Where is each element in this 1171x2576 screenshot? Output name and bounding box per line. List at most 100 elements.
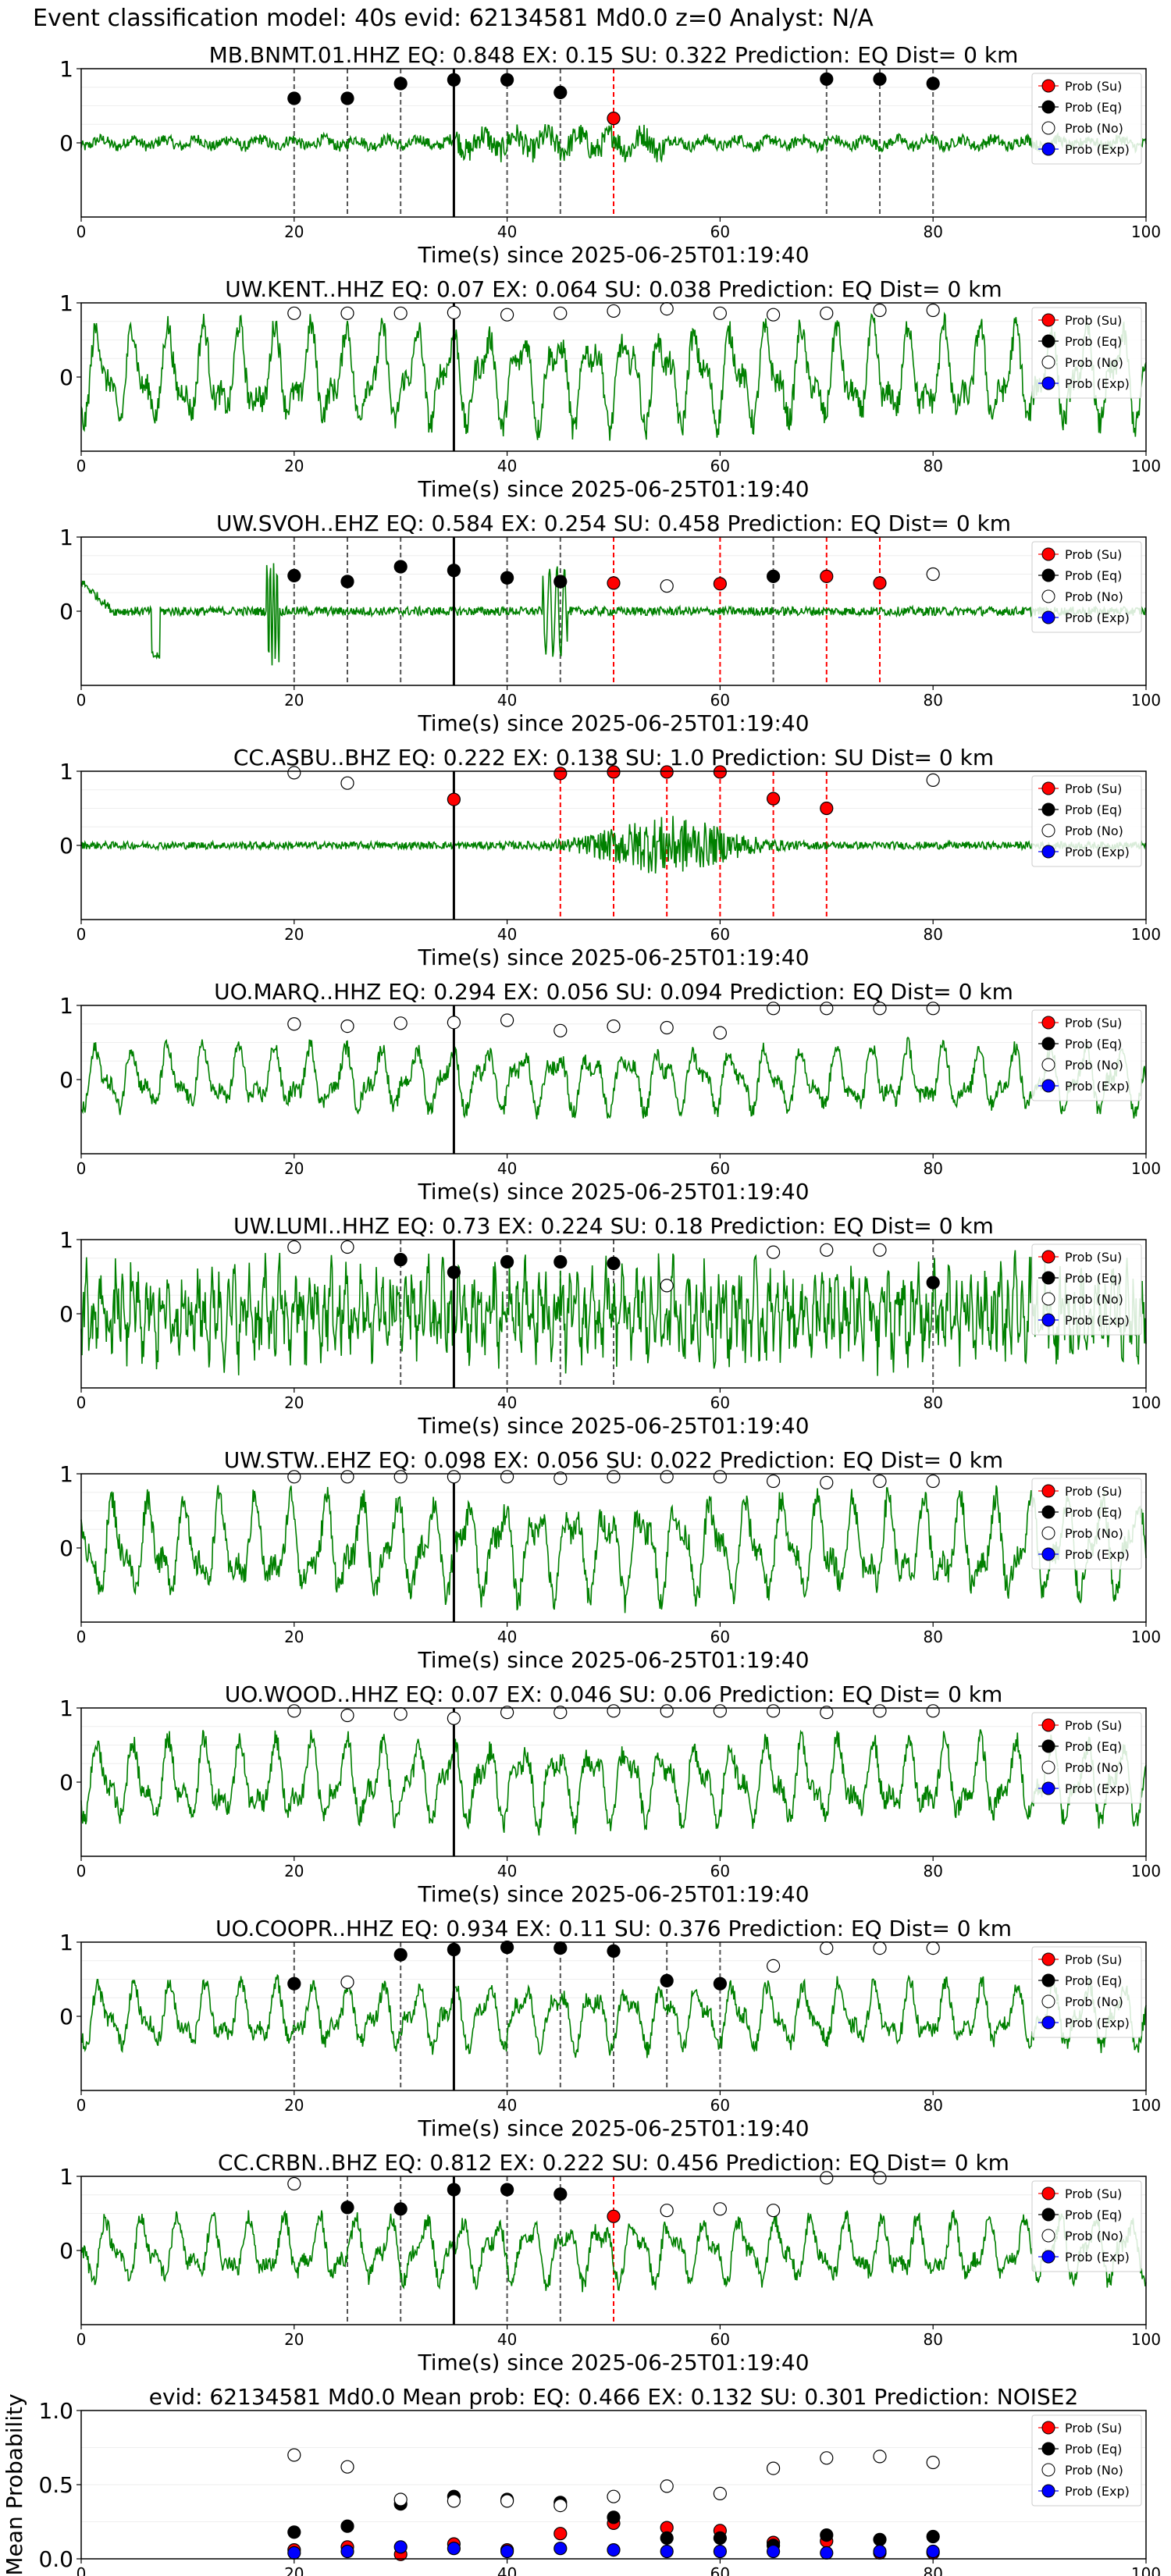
legend-marker xyxy=(1041,142,1055,156)
panel-1: UW.KENT..HHZ EQ: 0.07 EX: 0.064 SU: 0.03… xyxy=(59,276,1161,502)
prob-marker-no xyxy=(820,1941,834,1955)
x-tick-label: 80 xyxy=(923,457,942,475)
prob-marker-no xyxy=(287,1704,301,1718)
panel-2: UW.SVOH..EHZ EQ: 0.584 EX: 0.254 SU: 0.4… xyxy=(59,511,1161,736)
mean-marker-exp xyxy=(287,2546,301,2560)
legend-label: Prob (No) xyxy=(1065,1058,1123,1073)
waveform-trace xyxy=(80,816,1147,873)
x-tick-label: 40 xyxy=(497,2330,517,2349)
mean-marker-eq xyxy=(926,2529,940,2544)
prob-marker-no xyxy=(873,1243,887,1257)
x-tick-label: 100 xyxy=(1131,1862,1161,1880)
panel-4: UO.MARQ..HHZ EQ: 0.294 EX: 0.056 SU: 0.0… xyxy=(59,979,1161,1204)
prob-marker-eq xyxy=(500,571,514,585)
panel-5: UW.LUMI..HHZ EQ: 0.73 EX: 0.224 SU: 0.18… xyxy=(59,1213,1161,1439)
panel-7: UO.WOOD..HHZ EQ: 0.07 EX: 0.046 SU: 0.06… xyxy=(59,1681,1161,1907)
y-tick-label: 0.5 xyxy=(38,2472,73,2498)
mean-marker-eq xyxy=(287,2525,301,2539)
prob-marker-eq xyxy=(340,91,354,105)
legend-label: Prob (No) xyxy=(1065,2229,1123,2243)
panel-title: CC.CRBN..BHZ EQ: 0.812 EX: 0.222 SU: 0.4… xyxy=(218,2150,1009,2176)
mean-marker-no xyxy=(873,2450,887,2464)
prob-marker-eq xyxy=(287,568,301,583)
x-tick-label: 0 xyxy=(77,2330,87,2349)
prob-marker-su xyxy=(607,2209,621,2223)
legend-marker xyxy=(1041,2250,1055,2264)
legend-box xyxy=(1031,1244,1142,1336)
mean-marker-exp xyxy=(340,2544,354,2559)
legend-marker xyxy=(1041,1079,1055,1093)
legend-box xyxy=(1031,541,1142,633)
legend-label: Prob (No) xyxy=(1065,1526,1123,1541)
prob-marker-no xyxy=(713,1704,728,1718)
x-tick-label: 20 xyxy=(284,925,304,944)
prob-marker-no xyxy=(766,1002,781,1016)
panel-0: MB.BNMT.01.HHZ EQ: 0.848 EX: 0.15 SU: 0.… xyxy=(59,42,1161,268)
prob-marker-no xyxy=(553,1471,568,1485)
legend-label: Prob (Eq) xyxy=(1065,1505,1122,1520)
legend-marker xyxy=(1041,100,1055,114)
mean-marker-exp xyxy=(926,2544,940,2559)
prob-marker-no xyxy=(926,1704,940,1718)
prob-marker-no xyxy=(287,306,301,320)
y-tick-label: 0 xyxy=(59,1770,73,1795)
prob-marker-no xyxy=(340,306,354,320)
mean-marker-no xyxy=(340,2460,354,2474)
y-tick-label: 1 xyxy=(59,993,73,1019)
x-tick-label: 100 xyxy=(1131,1628,1161,1646)
x-tick-label: 60 xyxy=(710,2330,730,2349)
legend-label: Prob (No) xyxy=(1065,2463,1123,2478)
legend-label: Prob (Su) xyxy=(1065,1250,1122,1265)
prob-marker-eq xyxy=(500,2183,514,2197)
x-tick-label: 20 xyxy=(284,457,304,475)
legend-marker xyxy=(1041,547,1055,561)
waveform-trace xyxy=(80,1729,1147,1836)
legend-marker xyxy=(1041,2229,1055,2243)
prob-marker-su xyxy=(607,112,621,126)
y-tick-label: 0 xyxy=(59,1067,73,1093)
legend-label: Prob (Eq) xyxy=(1065,802,1122,817)
mean-marker-exp xyxy=(713,2544,728,2559)
mean-marker-eq xyxy=(820,2528,834,2542)
legend-box xyxy=(1031,1946,1142,2038)
prob-marker-eq xyxy=(447,1265,461,1279)
panel-9: CC.CRBN..BHZ EQ: 0.812 EX: 0.222 SU: 0.4… xyxy=(59,2150,1161,2375)
legend-label: Prob (Su) xyxy=(1065,1952,1122,1967)
x-tick-label: 60 xyxy=(710,925,730,944)
x-tick-label: 40 xyxy=(497,1393,517,1412)
prob-marker-no xyxy=(820,306,834,320)
legend-box xyxy=(1031,775,1142,867)
prob-marker-no xyxy=(820,1002,834,1016)
x-tick-label: 20 xyxy=(284,222,304,241)
axes-frame xyxy=(80,1473,1147,1623)
x-tick-label: 20 xyxy=(284,1159,304,1178)
x-tick-label: 60 xyxy=(710,222,730,241)
prob-marker-eq xyxy=(393,1253,408,1267)
prob-marker-no xyxy=(926,303,940,318)
prob-marker-eq xyxy=(553,85,568,100)
legend-marker xyxy=(1041,568,1055,582)
prob-marker-no xyxy=(660,1279,674,1293)
legend-marker xyxy=(1041,781,1055,795)
legend-box xyxy=(1031,307,1142,399)
prob-marker-no xyxy=(926,567,940,582)
x-tick-label: 20 xyxy=(284,2564,304,2576)
legend-label: Prob (Su) xyxy=(1065,1718,1122,1733)
waveform-trace xyxy=(80,311,1147,441)
x-tick-label: 80 xyxy=(923,1159,942,1178)
prob-marker-eq xyxy=(447,564,461,578)
mean-marker-eq xyxy=(660,2531,674,2545)
x-tick-label: 0 xyxy=(77,1862,87,1880)
prob-marker-no xyxy=(926,1002,940,1016)
legend-label: Prob (No) xyxy=(1065,121,1123,136)
x-tick-label: 40 xyxy=(497,1159,517,1178)
mean-marker-no xyxy=(820,2451,834,2465)
legend-marker xyxy=(1041,2421,1055,2435)
mean-marker-no xyxy=(553,2499,568,2513)
x-tick-label: 60 xyxy=(710,1159,730,1178)
y-tick-label: 1 xyxy=(59,759,73,785)
legend-marker xyxy=(1041,1547,1055,1561)
y-tick-label: 1.0 xyxy=(38,2398,73,2424)
legend-marker xyxy=(1041,589,1055,603)
legend-label: Prob (No) xyxy=(1065,1994,1123,2009)
